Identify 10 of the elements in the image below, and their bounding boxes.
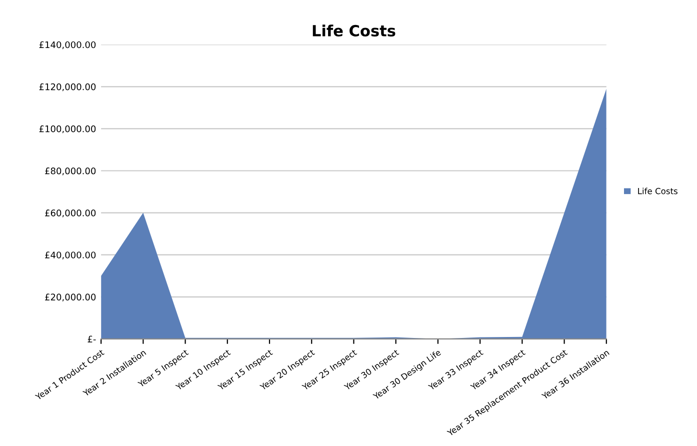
legend-label: Life Costs — [638, 188, 678, 194]
y-tick-label: £60,000.00 — [45, 210, 96, 218]
y-tick-label: £140,000.00 — [39, 41, 96, 50]
y-tick-label: £80,000.00 — [45, 167, 96, 176]
y-tick-label: £40,000.00 — [45, 252, 96, 260]
chart-title: Life Costs — [312, 24, 396, 36]
y-tick-label: £20,000.00 — [45, 294, 96, 302]
y-tick-label: £120,000.00 — [39, 83, 96, 92]
y-tick-label: £100,000.00 — [39, 125, 96, 134]
y-tick-label: £- — [88, 336, 96, 342]
